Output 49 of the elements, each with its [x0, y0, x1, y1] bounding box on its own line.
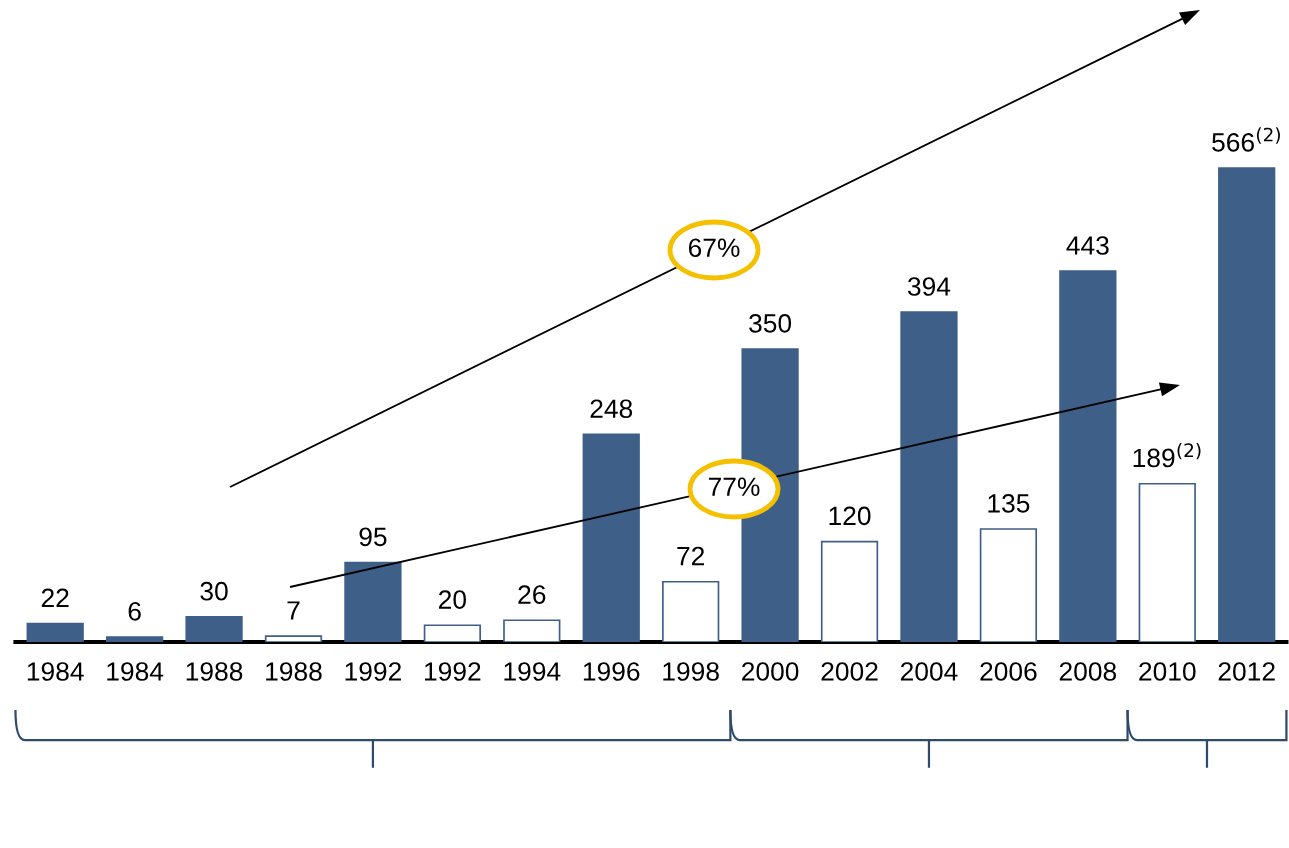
x-tick-label: 2006	[980, 662, 1037, 681]
annotation: 77%	[708, 477, 760, 496]
bar	[344, 561, 402, 642]
bar	[900, 311, 958, 642]
x-tick-label: 2002	[821, 662, 878, 681]
x-tick-label: 2004	[900, 662, 958, 681]
x-tick-label: 1984	[107, 662, 164, 681]
bar	[820, 540, 879, 642]
x-tick-label: 1996	[583, 662, 640, 681]
x-tick-label: 2008	[1059, 662, 1117, 681]
x-tick-label: 2012	[1218, 662, 1275, 681]
x-tick-label: 1998	[663, 662, 719, 681]
data-label: 72	[677, 546, 705, 566]
bar	[1059, 270, 1117, 642]
data-label: 6	[128, 601, 141, 621]
bar	[423, 624, 481, 642]
data-label: 30	[200, 581, 228, 601]
data-label: 120	[829, 506, 871, 526]
bar	[1138, 482, 1196, 642]
data-label: 350	[749, 314, 792, 333]
bar	[662, 580, 720, 642]
data-label: 22	[41, 588, 69, 607]
x-tick-label: 1988	[266, 662, 322, 681]
bar	[264, 635, 323, 642]
x-tick-label: 1992	[425, 662, 481, 681]
data-label: 20	[439, 590, 466, 609]
x-tick-label: 2000	[742, 662, 799, 681]
x-tick-label: 1992	[345, 662, 401, 681]
x-tick-label: 1988	[186, 662, 243, 681]
data-label: 443	[1066, 236, 1109, 255]
bar	[503, 619, 561, 642]
annotation: 67%	[688, 238, 740, 258]
data-label: 26	[518, 585, 546, 604]
bar	[1218, 167, 1276, 642]
bar	[582, 433, 640, 642]
bar	[105, 636, 164, 642]
bar	[26, 622, 84, 642]
x-tick-label: 1994	[504, 662, 561, 681]
data-label: 7	[287, 601, 300, 620]
data-label: 566$^{(2)}$	[1212, 127, 1280, 152]
bar	[185, 616, 243, 642]
data-label: 189$^{(2)}$	[1133, 442, 1201, 468]
data-label: 394	[907, 277, 951, 296]
bar	[979, 528, 1038, 642]
x-tick-label: 2010	[1139, 662, 1196, 681]
x-tick-label: 1984	[27, 662, 84, 681]
data-label: 95	[359, 527, 387, 547]
data-label: 248	[590, 399, 633, 419]
data-label: 135	[988, 493, 1030, 513]
